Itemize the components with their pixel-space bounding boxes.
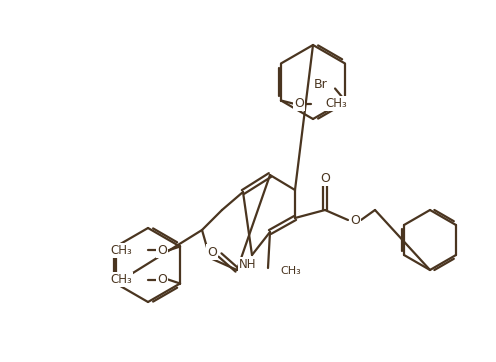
Text: O: O	[320, 172, 330, 185]
Text: Br: Br	[314, 78, 328, 91]
Text: CH₃: CH₃	[280, 266, 301, 276]
Text: O: O	[350, 214, 360, 227]
Text: CH₃: CH₃	[110, 244, 132, 257]
Text: CH₃: CH₃	[325, 97, 347, 110]
Text: CH₃: CH₃	[110, 273, 132, 286]
Text: O: O	[294, 97, 304, 110]
Text: O: O	[157, 273, 167, 286]
Text: O: O	[207, 245, 217, 258]
Text: O: O	[157, 244, 167, 257]
Text: NH: NH	[239, 258, 257, 272]
